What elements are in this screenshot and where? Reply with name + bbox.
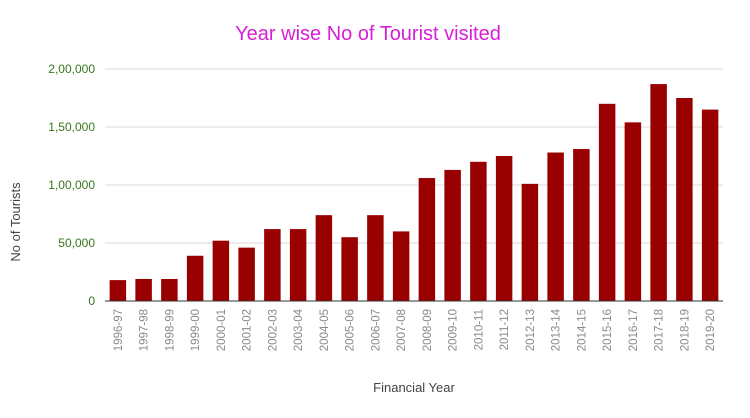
x-tick-label: 2018-19: [679, 309, 691, 351]
x-tick-label: 2003-04: [293, 308, 305, 351]
y-tick-label: 0: [88, 294, 95, 308]
x-tick-label: 2007-08: [396, 309, 408, 351]
x-tick-label: 2012-13: [525, 309, 537, 351]
bar: [341, 237, 358, 301]
x-tick-label: 1998-99: [164, 309, 176, 351]
bar: [289, 229, 307, 301]
y-tick-label: 1,50,000: [48, 120, 95, 134]
x-tick-label: 2014-15: [576, 309, 588, 351]
bar: [161, 278, 178, 301]
x-tick-label: 2006-07: [370, 309, 382, 351]
x-tick-label: 2016-17: [628, 309, 640, 351]
bar: [392, 231, 410, 301]
x-tick-label: 1999-00: [190, 309, 202, 351]
bar: [444, 169, 461, 301]
bar: [624, 122, 642, 301]
y-tick-label: 50,000: [58, 236, 95, 250]
bars: [109, 84, 719, 301]
x-tick-label: 2002-03: [267, 309, 279, 351]
y-tick-label: 1,00,000: [48, 178, 95, 192]
x-tick-label: 2008-09: [422, 309, 434, 351]
x-axis-label: Financial Year: [373, 380, 455, 395]
x-tick-label: 2004-05: [319, 309, 331, 351]
y-tick-label: 2,00,000: [48, 62, 95, 76]
x-tick-label: 2009-10: [448, 309, 460, 351]
bar: [573, 149, 590, 301]
bar: [109, 280, 127, 301]
bar: [212, 240, 230, 301]
bar: [495, 156, 513, 301]
bar: [186, 255, 204, 301]
bar: [650, 84, 667, 301]
y-axis-ticks: 0 50,000 1,00,000 1,50,000 2,00,000: [48, 62, 95, 308]
x-tick-label: 2011-12: [499, 309, 511, 350]
bar: [238, 247, 255, 301]
bar: [598, 103, 616, 301]
bar: [315, 215, 333, 301]
x-tick-label: 2000-01: [216, 309, 228, 351]
bar: [547, 152, 564, 301]
bar: [521, 183, 539, 301]
bar: [701, 109, 719, 301]
x-tick-label: 2017-18: [654, 309, 666, 351]
x-tick-label: 2005-06: [345, 309, 357, 351]
x-tick-label: 2010-11: [473, 309, 485, 350]
bar: [470, 161, 487, 301]
bar: [135, 278, 152, 301]
bar: [264, 229, 281, 301]
gridlines: [105, 68, 723, 244]
x-tick-label: 1997-98: [139, 309, 151, 351]
bar: [676, 98, 693, 301]
x-tick-label: 2015-16: [602, 309, 614, 351]
y-axis-label: No of Tourists: [8, 182, 23, 262]
x-tick-label: 2019-20: [705, 309, 717, 351]
bar: [418, 178, 436, 301]
chart-title: Year wise No of Tourist visited: [235, 23, 501, 45]
x-tick-label: 1996-97: [113, 309, 125, 351]
x-axis-ticks: 1996-97 1997-98 1998-99 1999-00 2000-01 2001-…: [113, 308, 717, 351]
x-tick-label: 2001-02: [242, 309, 254, 351]
bar: [367, 215, 384, 301]
x-tick-label: 2013-14: [551, 308, 563, 351]
